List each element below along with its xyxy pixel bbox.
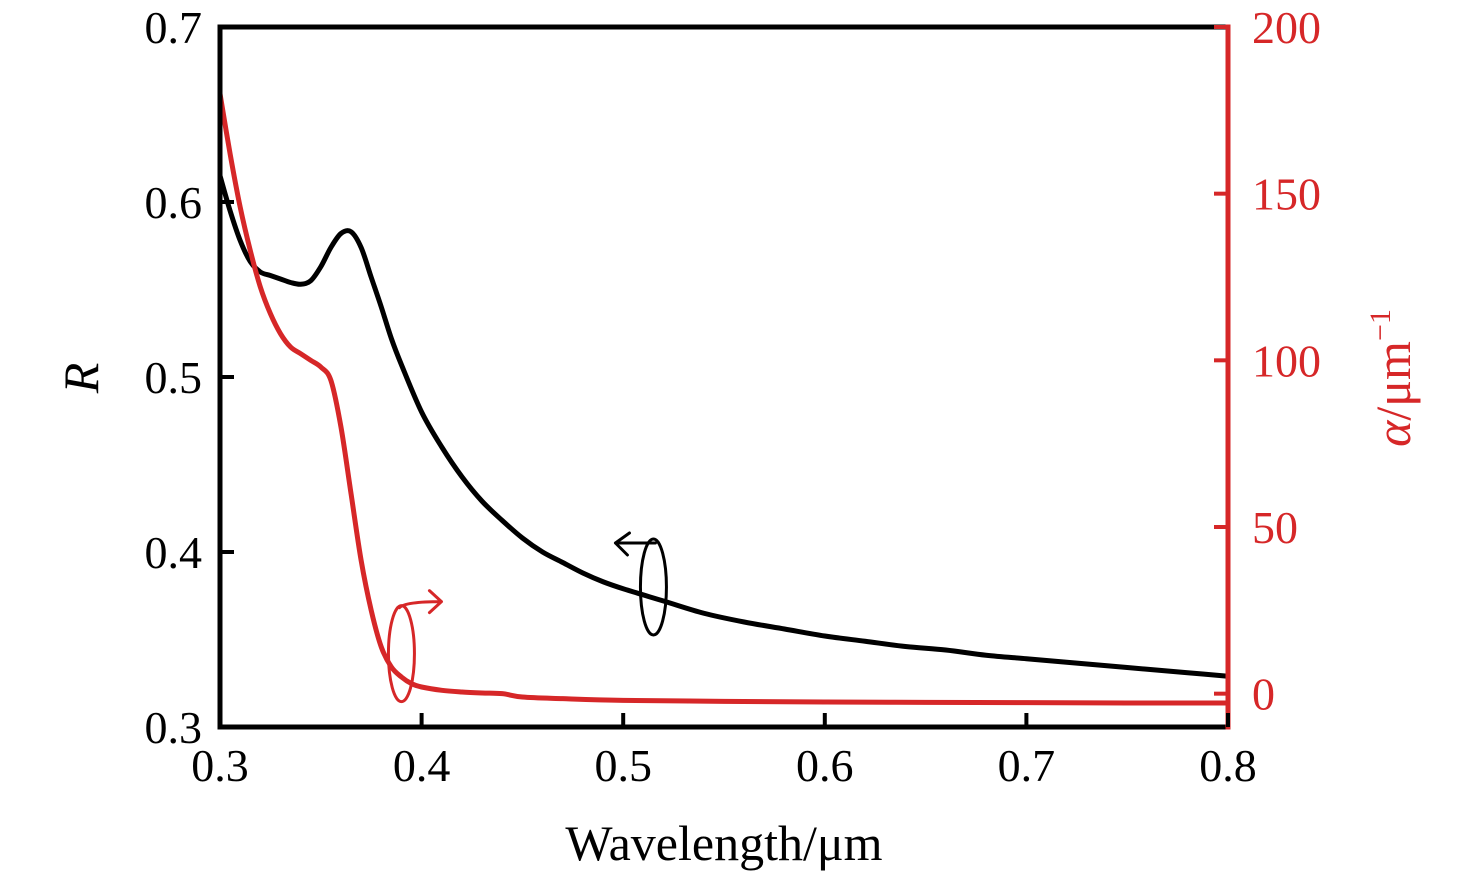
x-axis-label: Wavelength/μm <box>565 815 882 871</box>
y-right-axis-unit: /μm <box>1365 341 1421 421</box>
series-line-alpha <box>217 91 1231 706</box>
y-right-axis-exponent: −1 <box>1364 309 1397 341</box>
series-line-r <box>217 173 1231 679</box>
axis-spine-left <box>217 24 1228 730</box>
y-right-tick-label: 200 <box>1252 2 1321 53</box>
x-tick-label: 0.7 <box>998 740 1056 791</box>
y-left-tick-label: 0.3 <box>145 702 203 753</box>
y-right-tick-label: 100 <box>1252 335 1321 386</box>
x-tick-label: 0.3 <box>191 740 249 791</box>
y-right-tick-label: 50 <box>1252 502 1298 553</box>
y-right-tick-label: 0 <box>1252 669 1275 720</box>
annotation-layer <box>386 531 668 704</box>
y-left-tick-label: 0.6 <box>145 177 203 228</box>
tick-layer: 0.3 0.4 0.5 0.6 0.7 0.8 0.3 0.4 0.5 0.6 0.7 0 50 100 1… <box>145 2 1322 791</box>
plot-frame <box>217 24 1231 730</box>
series-layer <box>217 91 1231 706</box>
y-left-tick-label: 0.7 <box>145 2 203 53</box>
x-tick-label: 0.6 <box>796 740 854 791</box>
y-right-axis-symbol: α <box>1365 419 1421 447</box>
x-tick-label: 0.4 <box>393 740 451 791</box>
x-tick-label: 0.8 <box>1199 740 1257 791</box>
y-right-axis-label: α/μm−1 <box>1364 309 1421 447</box>
axis-arrow-annotation-left <box>613 531 668 637</box>
y-left-tick-label: 0.4 <box>145 527 203 578</box>
y-right-tick-label: 150 <box>1252 169 1321 220</box>
y-left-tick-label: 0.5 <box>145 352 203 403</box>
x-tick-label: 0.5 <box>594 740 652 791</box>
axis-arrow-annotation-right <box>386 589 443 704</box>
y-left-axis-label: R <box>53 363 109 395</box>
